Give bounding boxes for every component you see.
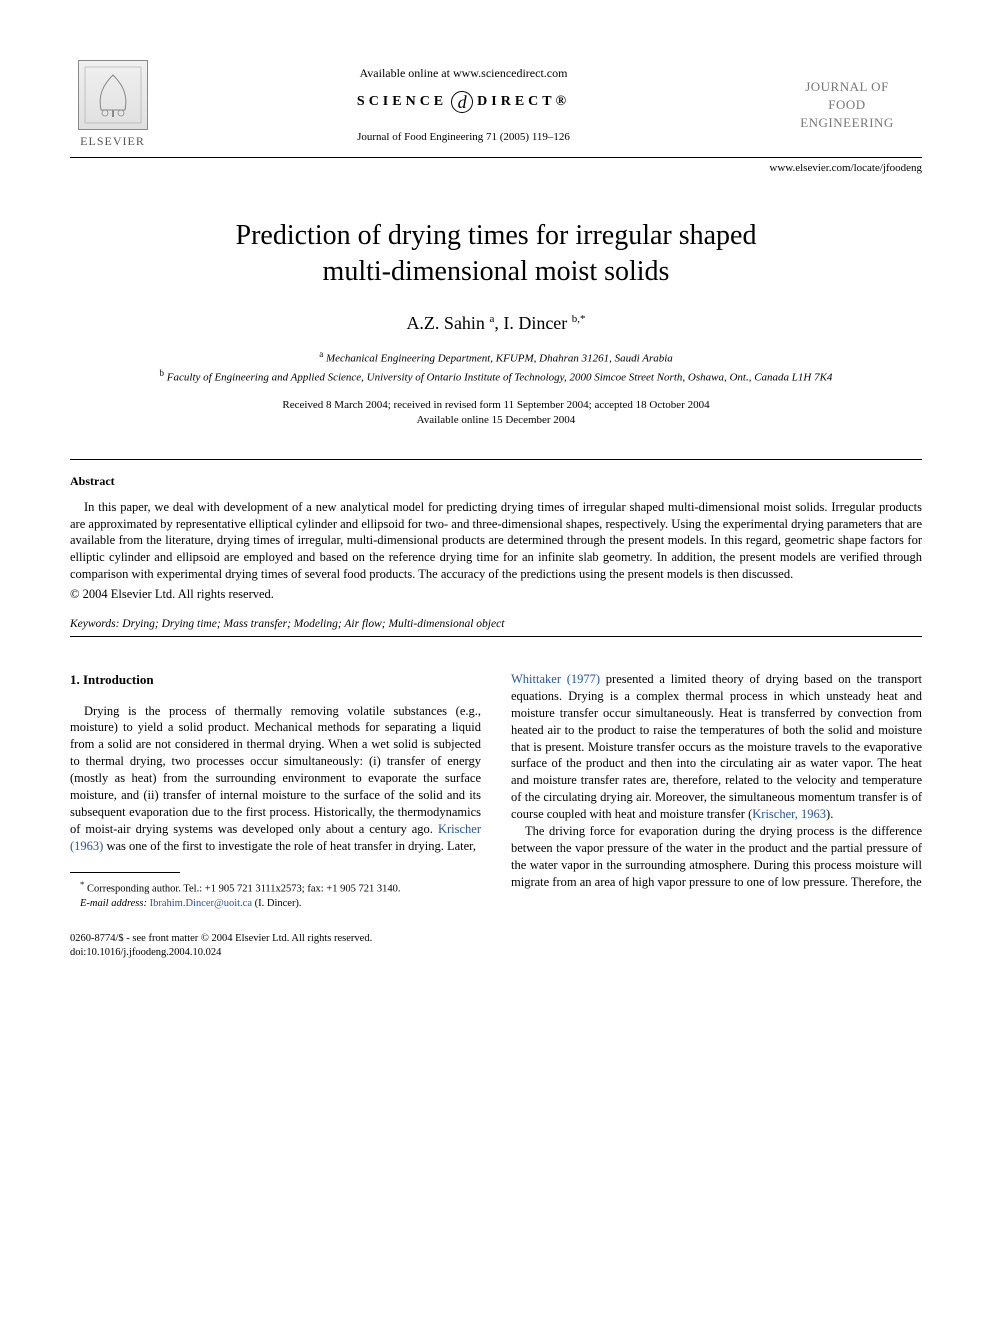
citation-link[interactable]: Krischer, 1963	[752, 807, 826, 821]
footer-line: 0260-8774/$ - see front matter © 2004 El…	[70, 932, 922, 946]
citation-link[interactable]: Whittaker (1977)	[511, 672, 600, 686]
email-link[interactable]: Ibrahim.Dincer@uoit.ca	[150, 898, 252, 909]
right-column: Whittaker (1977) presented a limited the…	[511, 671, 922, 910]
journal-title-line: ENGINEERING	[772, 114, 922, 132]
footnote-rule	[70, 872, 180, 873]
body-paragraph: Whittaker (1977) presented a limited the…	[511, 671, 922, 823]
article-title: Prediction of drying times for irregular…	[70, 218, 922, 291]
para-text: ).	[826, 807, 833, 821]
locate-url: www.elsevier.com/locate/jfoodeng	[70, 162, 922, 174]
article-dates: Received 8 March 2004; received in revis…	[70, 398, 922, 429]
body-paragraph: The driving force for evaporation during…	[511, 823, 922, 891]
available-online-text: Available online at www.sciencedirect.co…	[155, 66, 772, 81]
title-line: Prediction of drying times for irregular…	[236, 220, 757, 251]
dates-line: Received 8 March 2004; received in revis…	[282, 399, 709, 411]
para-text: Drying is the process of thermally remov…	[70, 704, 481, 836]
sciencedirect-logo: SCIENCE d DIRECT®	[155, 91, 772, 113]
author-affil-sup: b,*	[572, 313, 586, 325]
footnote-text: Corresponding author. Tel.: +1 905 721 3…	[87, 884, 400, 895]
affiliation-text: Faculty of Engineering and Applied Scien…	[164, 371, 832, 383]
left-column: 1. Introduction Drying is the process of…	[70, 671, 481, 910]
keywords-label: Keywords:	[70, 618, 119, 630]
footer-doi: doi:10.1016/j.jfoodeng.2004.10.024	[70, 946, 922, 960]
para-text: presented a limited theory of drying bas…	[511, 672, 922, 821]
elsevier-label: ELSEVIER	[80, 134, 145, 149]
keywords: Keywords: Drying; Drying time; Mass tran…	[70, 618, 922, 630]
para-text: was one of the first to investigate the …	[103, 839, 476, 853]
authors: A.Z. Sahin a, I. Dincer b,*	[70, 313, 922, 334]
keywords-list: Drying; Drying time; Mass transfer; Mode…	[119, 618, 504, 630]
abstract-heading: Abstract	[70, 474, 922, 489]
footer-meta: 0260-8774/$ - see front matter © 2004 El…	[70, 932, 922, 959]
abstract-body: In this paper, we deal with development …	[70, 499, 922, 583]
elsevier-logo: ELSEVIER	[70, 60, 155, 149]
dates-line: Available online 15 December 2004	[417, 414, 576, 426]
divider	[70, 636, 922, 637]
body-paragraph: Drying is the process of thermally remov…	[70, 703, 481, 855]
email-label: E-mail address:	[80, 898, 147, 909]
author-name: A.Z. Sahin	[406, 313, 485, 333]
author-name: I. Dincer	[503, 313, 567, 333]
two-column-body: 1. Introduction Drying is the process of…	[70, 671, 922, 910]
sd-left: SCIENCE	[357, 94, 447, 110]
affiliations: a Mechanical Engineering Department, KFU…	[70, 348, 922, 386]
sd-right: DIRECT®	[477, 94, 570, 110]
journal-title-line: FOOD	[772, 96, 922, 114]
journal-title-line: JOURNAL OF	[772, 78, 922, 96]
footnote-star: *	[80, 879, 84, 889]
journal-title-box: JOURNAL OF FOOD ENGINEERING	[772, 60, 922, 133]
email-footnote: E-mail address: Ibrahim.Dincer@uoit.ca (…	[70, 897, 481, 911]
title-line: multi-dimensional moist solids	[323, 256, 670, 287]
elsevier-tree-icon	[78, 60, 148, 130]
copyright-line: © 2004 Elsevier Ltd. All rights reserved…	[70, 587, 922, 602]
section-heading: 1. Introduction	[70, 671, 481, 689]
journal-citation: Journal of Food Engineering 71 (2005) 11…	[155, 131, 772, 143]
divider	[70, 459, 922, 460]
sd-circle-icon: d	[451, 91, 473, 113]
author-sep: ,	[494, 313, 503, 333]
corresponding-author-footnote: * Corresponding author. Tel.: +1 905 721…	[70, 879, 481, 896]
header-bar: ELSEVIER Available online at www.science…	[70, 60, 922, 158]
header-center: Available online at www.sciencedirect.co…	[155, 60, 772, 143]
email-tail: (I. Dincer).	[252, 898, 302, 909]
affiliation-text: Mechanical Engineering Department, KFUPM…	[323, 352, 673, 364]
